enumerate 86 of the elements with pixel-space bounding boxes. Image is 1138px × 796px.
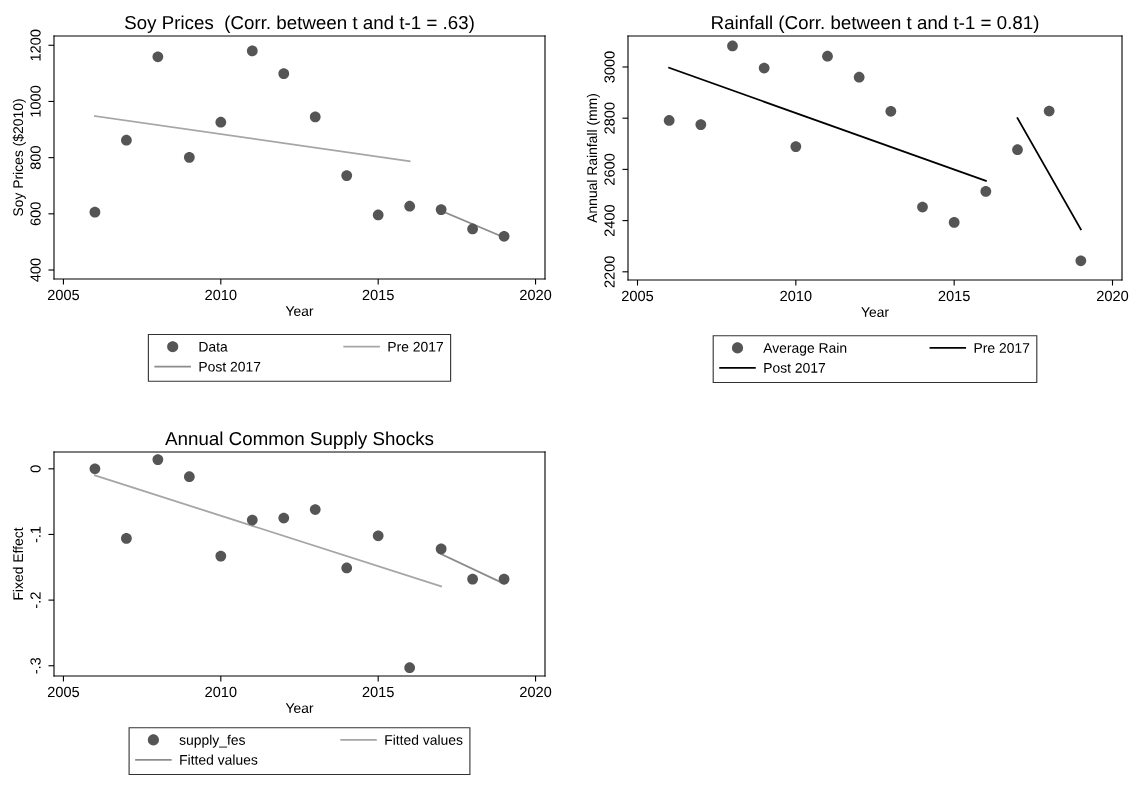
x-tick-label: 2020	[1097, 290, 1129, 302]
point	[822, 50, 833, 62]
legend-label: Post 2017	[199, 361, 261, 372]
y-tick-label: 3000	[604, 51, 615, 83]
point	[121, 533, 132, 544]
point	[89, 206, 101, 218]
legend-label: Data	[199, 342, 228, 352]
point	[1012, 144, 1023, 156]
x-tick-label: 2020	[520, 289, 552, 301]
point	[215, 116, 227, 128]
x-tick-label: 2015	[938, 290, 970, 302]
point	[853, 71, 865, 83]
point	[695, 119, 707, 130]
y-axis-title: Annual Rainfall (mm)	[586, 94, 600, 223]
x-axis-title: Year	[285, 306, 314, 316]
point	[278, 68, 290, 80]
point	[663, 115, 675, 126]
point	[341, 562, 353, 574]
point	[467, 223, 478, 235]
y-tick-label: 800	[30, 146, 41, 170]
y-tick-label: 2200	[604, 256, 615, 288]
point	[246, 514, 258, 526]
point	[727, 40, 738, 52]
y-axis-title: Fixed Effect	[12, 527, 24, 600]
point	[183, 151, 195, 163]
chart-title: Soy Prices (Corr. between t and t-1 = .63)	[125, 15, 474, 33]
y-tick-label: -.1	[30, 526, 41, 543]
legend-label: Post 2017	[764, 362, 826, 373]
legend-label: Pre 2017	[388, 341, 443, 352]
x-axis-title: Year	[861, 307, 889, 317]
y-tick-label: 400	[30, 258, 41, 282]
y-tick-label: 2400	[604, 204, 615, 237]
point	[498, 573, 510, 585]
point	[309, 504, 321, 515]
x-tick-label: 2010	[205, 686, 237, 698]
point	[372, 530, 384, 542]
y-axis-title: Soy Prices ($2010)	[12, 99, 26, 216]
x-tick-label: 2020	[520, 686, 552, 698]
point	[885, 105, 897, 117]
point	[404, 200, 416, 212]
point	[790, 141, 802, 152]
y-tick-label: 1200	[30, 29, 41, 61]
y-tick-label: 2600	[604, 153, 615, 185]
y-tick-label: -.2	[30, 592, 41, 608]
chart-title: Annual Common Supply Shocks	[165, 431, 434, 449]
point	[215, 550, 227, 562]
point	[309, 111, 321, 123]
point	[435, 204, 447, 215]
x-tick-label: 2015	[362, 289, 394, 301]
y-tick-label: 1000	[30, 85, 41, 117]
point	[341, 170, 353, 181]
legend-label: Fitted values	[180, 754, 258, 765]
legend-label: Pre 2017	[974, 343, 1030, 353]
legend-label: supply_fes	[179, 734, 245, 748]
x-tick-label: 2010	[205, 289, 237, 301]
point	[498, 230, 510, 242]
point	[152, 51, 164, 63]
point	[246, 45, 258, 57]
point	[89, 463, 101, 475]
point	[435, 543, 447, 555]
point	[404, 662, 416, 674]
chart-title: Rainfall (Corr. between t and t-1 = 0.81)	[712, 15, 1039, 33]
legend-label: Fitted values	[385, 734, 463, 745]
y-tick-label: 600	[30, 202, 41, 226]
y-tick-label: -.3	[30, 657, 41, 674]
point	[278, 512, 290, 524]
y-tick-label: 2800	[604, 102, 615, 134]
x-tick-label: 2005	[47, 289, 80, 301]
point	[183, 471, 195, 483]
point	[372, 209, 384, 221]
point	[980, 186, 992, 197]
x-axis-title: Year	[285, 703, 314, 713]
y-tick-label: 0	[30, 465, 41, 473]
point	[1075, 255, 1087, 267]
x-tick-label: 2015	[362, 686, 394, 698]
x-tick-label: 2005	[622, 290, 654, 302]
point	[467, 573, 478, 585]
legend-label: Average Rain	[763, 342, 847, 356]
x-tick-label: 2010	[780, 290, 812, 302]
point	[121, 134, 132, 146]
point	[948, 217, 960, 228]
point	[1043, 105, 1055, 117]
point	[917, 201, 928, 213]
x-tick-label: 2005	[47, 686, 80, 698]
point	[758, 62, 770, 74]
point	[152, 454, 164, 465]
